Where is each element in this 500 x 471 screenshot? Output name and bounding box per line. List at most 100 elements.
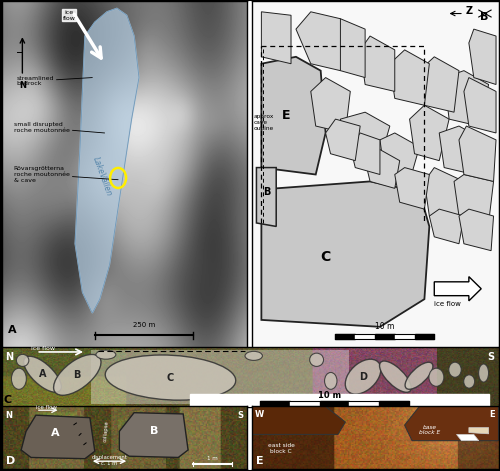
Text: N: N bbox=[6, 352, 14, 362]
Polygon shape bbox=[336, 334, 355, 339]
Text: B: B bbox=[74, 370, 81, 380]
Polygon shape bbox=[464, 78, 496, 133]
Polygon shape bbox=[454, 174, 494, 223]
Text: E: E bbox=[256, 456, 264, 466]
Polygon shape bbox=[262, 57, 326, 174]
Polygon shape bbox=[459, 209, 494, 251]
Ellipse shape bbox=[429, 368, 444, 386]
Text: W: W bbox=[255, 410, 264, 419]
Ellipse shape bbox=[405, 362, 433, 389]
Text: small disrupted
roche moutonnée: small disrupted roche moutonnée bbox=[14, 122, 104, 133]
Text: east side
block C: east side block C bbox=[268, 443, 294, 454]
Bar bbox=[91, 350, 349, 405]
Ellipse shape bbox=[478, 364, 488, 382]
Text: Rövarsgrötterna
roche moutonnée
& cave: Rövarsgrötterna roche moutonnée & cave bbox=[14, 166, 118, 183]
Polygon shape bbox=[252, 406, 346, 434]
Polygon shape bbox=[21, 415, 95, 459]
Text: 10 m: 10 m bbox=[318, 391, 341, 400]
Text: 1 m: 1 m bbox=[208, 456, 218, 461]
Text: ice
flow: ice flow bbox=[62, 10, 76, 21]
Polygon shape bbox=[410, 106, 449, 161]
Polygon shape bbox=[326, 19, 365, 78]
Text: A: A bbox=[8, 325, 16, 335]
Polygon shape bbox=[190, 394, 488, 407]
Ellipse shape bbox=[324, 373, 337, 390]
Text: displacement
c. 1 m: displacement c. 1 m bbox=[92, 455, 128, 466]
Polygon shape bbox=[296, 12, 341, 71]
Polygon shape bbox=[311, 78, 350, 133]
Polygon shape bbox=[395, 334, 414, 339]
Ellipse shape bbox=[449, 362, 461, 377]
FancyArrow shape bbox=[434, 276, 481, 301]
Text: ice flow: ice flow bbox=[32, 346, 56, 351]
Polygon shape bbox=[326, 119, 360, 161]
Text: Z: Z bbox=[466, 6, 472, 16]
Text: C: C bbox=[167, 373, 174, 382]
Text: C: C bbox=[320, 250, 330, 264]
Polygon shape bbox=[355, 334, 375, 339]
Text: 10 m: 10 m bbox=[375, 322, 394, 331]
Text: D: D bbox=[359, 372, 367, 382]
Text: C: C bbox=[4, 395, 12, 405]
Polygon shape bbox=[469, 428, 488, 434]
Text: B: B bbox=[150, 426, 158, 437]
Ellipse shape bbox=[346, 359, 381, 394]
Text: A: A bbox=[51, 428, 60, 439]
Text: base
block E: base block E bbox=[418, 425, 440, 436]
Ellipse shape bbox=[105, 355, 236, 400]
Text: LakeVällen: LakeVällen bbox=[91, 155, 114, 197]
Text: 250 m: 250 m bbox=[133, 322, 155, 328]
Polygon shape bbox=[469, 29, 496, 84]
Polygon shape bbox=[430, 209, 464, 244]
Text: approx
cave
outline: approx cave outline bbox=[254, 114, 274, 131]
Polygon shape bbox=[395, 168, 430, 209]
Polygon shape bbox=[444, 71, 488, 126]
Polygon shape bbox=[260, 401, 290, 406]
Polygon shape bbox=[290, 401, 320, 406]
Ellipse shape bbox=[464, 375, 474, 388]
Ellipse shape bbox=[380, 361, 411, 392]
Text: D: D bbox=[6, 456, 16, 466]
Text: collapse: collapse bbox=[102, 420, 110, 442]
Polygon shape bbox=[420, 57, 459, 112]
Polygon shape bbox=[424, 168, 464, 223]
Ellipse shape bbox=[12, 368, 26, 390]
Polygon shape bbox=[375, 334, 395, 339]
Polygon shape bbox=[320, 401, 350, 406]
Text: N: N bbox=[5, 412, 12, 421]
Ellipse shape bbox=[96, 350, 116, 359]
Polygon shape bbox=[262, 181, 430, 327]
Polygon shape bbox=[365, 147, 400, 188]
Polygon shape bbox=[459, 126, 496, 181]
Ellipse shape bbox=[54, 355, 101, 395]
Text: A: A bbox=[39, 369, 46, 379]
Text: ice flow: ice flow bbox=[434, 301, 462, 307]
Text: E: E bbox=[489, 410, 495, 419]
Polygon shape bbox=[414, 334, 434, 339]
Polygon shape bbox=[120, 413, 188, 457]
Text: B: B bbox=[262, 187, 270, 197]
Polygon shape bbox=[350, 133, 380, 174]
Text: ice flow: ice flow bbox=[36, 405, 57, 410]
Polygon shape bbox=[456, 434, 478, 441]
Ellipse shape bbox=[245, 351, 262, 360]
Text: S: S bbox=[488, 352, 494, 362]
Polygon shape bbox=[360, 36, 395, 91]
Ellipse shape bbox=[16, 354, 29, 366]
Polygon shape bbox=[262, 12, 291, 64]
Polygon shape bbox=[75, 8, 139, 313]
Polygon shape bbox=[350, 401, 379, 406]
Polygon shape bbox=[380, 133, 420, 181]
Text: E: E bbox=[282, 109, 290, 122]
Polygon shape bbox=[390, 50, 430, 106]
Polygon shape bbox=[404, 406, 498, 441]
Text: streamlined
bedrock: streamlined bedrock bbox=[16, 76, 92, 87]
Text: S: S bbox=[238, 412, 244, 421]
Text: B: B bbox=[480, 12, 488, 22]
Text: N: N bbox=[19, 81, 26, 90]
Polygon shape bbox=[439, 126, 484, 174]
Polygon shape bbox=[256, 168, 276, 227]
Polygon shape bbox=[340, 112, 390, 161]
Ellipse shape bbox=[310, 353, 324, 366]
Ellipse shape bbox=[24, 356, 62, 392]
